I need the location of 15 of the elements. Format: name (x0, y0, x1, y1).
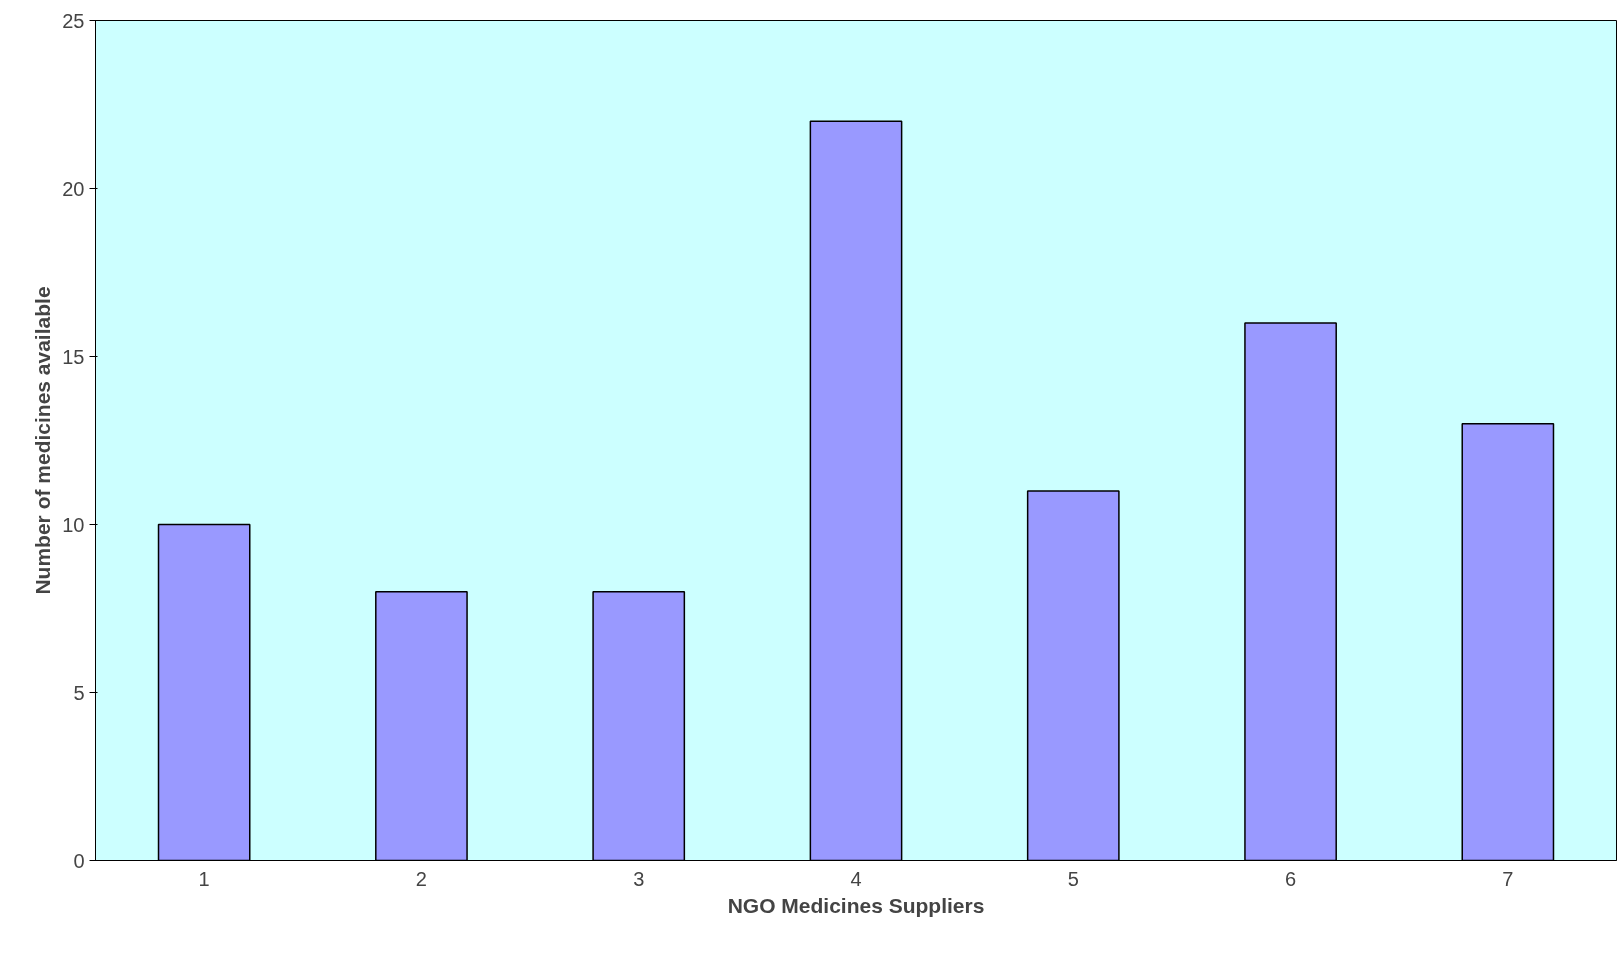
x-tick-label: 5 (1067, 867, 1079, 890)
x-tick-label: 2 (415, 867, 427, 890)
x-axis-title: NGO Medicines Suppliers (727, 893, 985, 917)
x-tick-label: 7 (1502, 867, 1514, 890)
x-tick-label: 4 (850, 867, 862, 890)
y-axis-title: Number of medicines available (31, 286, 55, 595)
y-tick-label: 25 (62, 9, 85, 32)
y-tick-label: 10 (62, 513, 85, 536)
x-tick-label: 6 (1285, 867, 1297, 890)
y-tick-label: 15 (62, 345, 85, 368)
x-tick-label: 3 (633, 867, 645, 890)
x-tick-label: 1 (198, 867, 210, 890)
y-tick-label: 5 (73, 681, 85, 704)
y-tick-label: 20 (62, 177, 85, 200)
y-tick-label: 0 (73, 849, 85, 872)
